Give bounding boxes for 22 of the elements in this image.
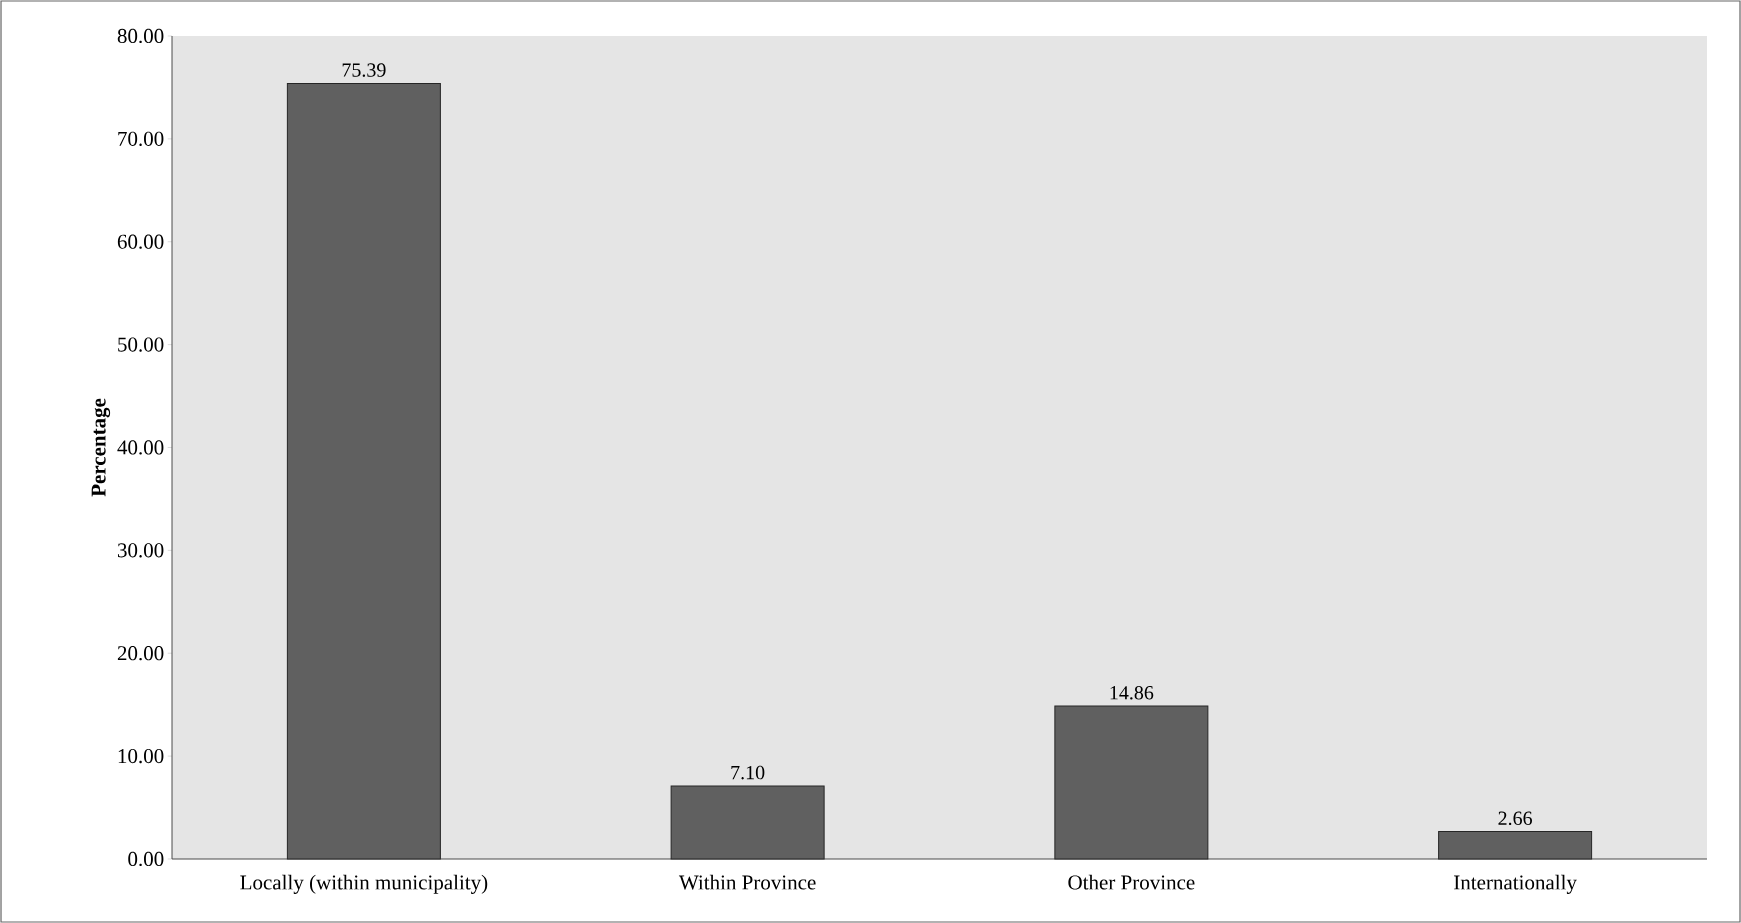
bar: [1438, 831, 1593, 860]
x-tick-label: Other Province: [1068, 874, 1195, 890]
x-tick-label: Locally (within municipality): [240, 874, 488, 894]
y-tick-label: 80.00: [117, 28, 164, 44]
y-tick-label: 70.00: [118, 131, 164, 146]
data-label: 14.86: [1110, 686, 1154, 700]
data-label: 75.39: [342, 63, 386, 77]
y-tick-label: 10.00: [118, 748, 164, 764]
x-tick-label: Within Province: [678, 874, 816, 890]
y-tick-label: 20.00: [117, 646, 164, 661]
data-label: 7.10: [731, 765, 765, 780]
y-tick-label: 50.00: [118, 337, 164, 352]
bar: [1054, 705, 1209, 860]
y-tick-label: 0.00: [128, 851, 164, 867]
bar: [286, 82, 441, 860]
y-tick-label: 60.00: [117, 234, 164, 249]
y-tick-label: 40.00: [117, 440, 164, 455]
x-tick-label: Internationally: [1454, 874, 1577, 894]
data-label: 2.66: [1498, 811, 1533, 826]
y-axis-title: Percentage: [91, 398, 111, 497]
bar: [670, 785, 825, 860]
y-tick-label: 30.00: [117, 543, 164, 558]
